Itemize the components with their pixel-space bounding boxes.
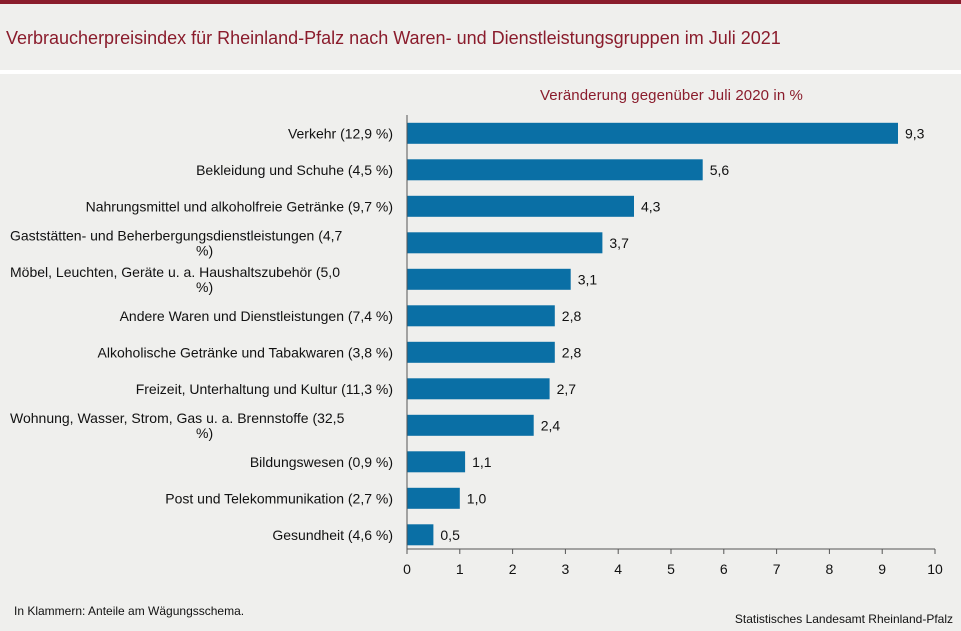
bar <box>407 341 555 363</box>
title-separator <box>0 70 961 74</box>
category-label: Möbel, Leuchten, Geräte u. a. Haushaltsz… <box>10 264 340 295</box>
x-tick-label: 8 <box>826 561 834 577</box>
bar <box>407 268 571 290</box>
top-rule <box>0 0 961 4</box>
source-credit: Statistisches Landesamt Rheinland-Pfalz <box>734 612 953 626</box>
x-tick-label: 7 <box>773 561 781 577</box>
bar-value-label: 2,4 <box>541 417 561 433</box>
page-title: Verbraucherpreisindex für Rheinland-Pfal… <box>6 28 781 48</box>
category-label: Bildungswesen (0,9 %) <box>250 454 393 470</box>
x-tick-label: 10 <box>927 561 943 577</box>
bar <box>407 451 466 473</box>
bar-value-label: 4,3 <box>641 198 661 214</box>
bar <box>407 305 555 327</box>
category-label: Andere Waren und Dienstleistungen (7,4 %… <box>120 308 393 324</box>
bar <box>407 195 634 217</box>
x-tick-label: 1 <box>456 561 464 577</box>
bar <box>407 487 460 509</box>
x-tick-label: 3 <box>562 561 570 577</box>
x-tick-label: 5 <box>667 561 675 577</box>
category-label: Gaststätten- und Beherbergungsdienstleis… <box>10 227 343 258</box>
bar-value-label: 2,8 <box>562 308 582 324</box>
x-tick-label: 0 <box>403 561 411 577</box>
x-tick-label: 4 <box>614 561 622 577</box>
x-tick-label: 2 <box>509 561 517 577</box>
x-tick-label: 9 <box>878 561 886 577</box>
category-label: Gesundheit (4,6 %) <box>272 527 393 543</box>
bar <box>407 159 703 181</box>
bar <box>407 414 534 436</box>
bar-value-label: 2,8 <box>562 344 582 360</box>
x-tick-label: 6 <box>720 561 728 577</box>
category-label: Freizeit, Unterhaltung und Kultur (11,3 … <box>136 381 393 397</box>
bar <box>407 122 898 144</box>
category-label: Alkoholische Getränke und Tabakwaren (3,… <box>98 344 393 360</box>
bar-value-label: 1,0 <box>467 490 487 506</box>
category-label: Post und Telekommunikation (2,7 %) <box>165 490 393 506</box>
bar-value-label: 0,5 <box>440 527 460 543</box>
category-label: Nahrungsmittel und alkoholfreie Getränke… <box>86 198 393 214</box>
bar-value-label: 9,3 <box>905 125 925 141</box>
bar-value-label: 5,6 <box>710 162 730 178</box>
bar <box>407 232 603 254</box>
chart-subtitle: Veränderung gegenüber Juli 2020 in % <box>540 87 803 104</box>
bar-value-label: 1,1 <box>472 454 492 470</box>
category-label: Verkehr (12,9 %) <box>288 125 393 141</box>
bar <box>407 378 550 400</box>
bar-value-label: 3,1 <box>578 271 598 287</box>
category-label: Wohnung, Wasser, Strom, Gas u. a. Brenns… <box>10 410 345 441</box>
bar-value-label: 3,7 <box>609 235 629 251</box>
category-label: Bekleidung und Schuhe (4,5 %) <box>196 162 393 178</box>
footnote: In Klammern: Anteile am Wägungsschema. <box>14 604 245 618</box>
bar <box>407 524 434 546</box>
bar-value-label: 2,7 <box>557 381 577 397</box>
